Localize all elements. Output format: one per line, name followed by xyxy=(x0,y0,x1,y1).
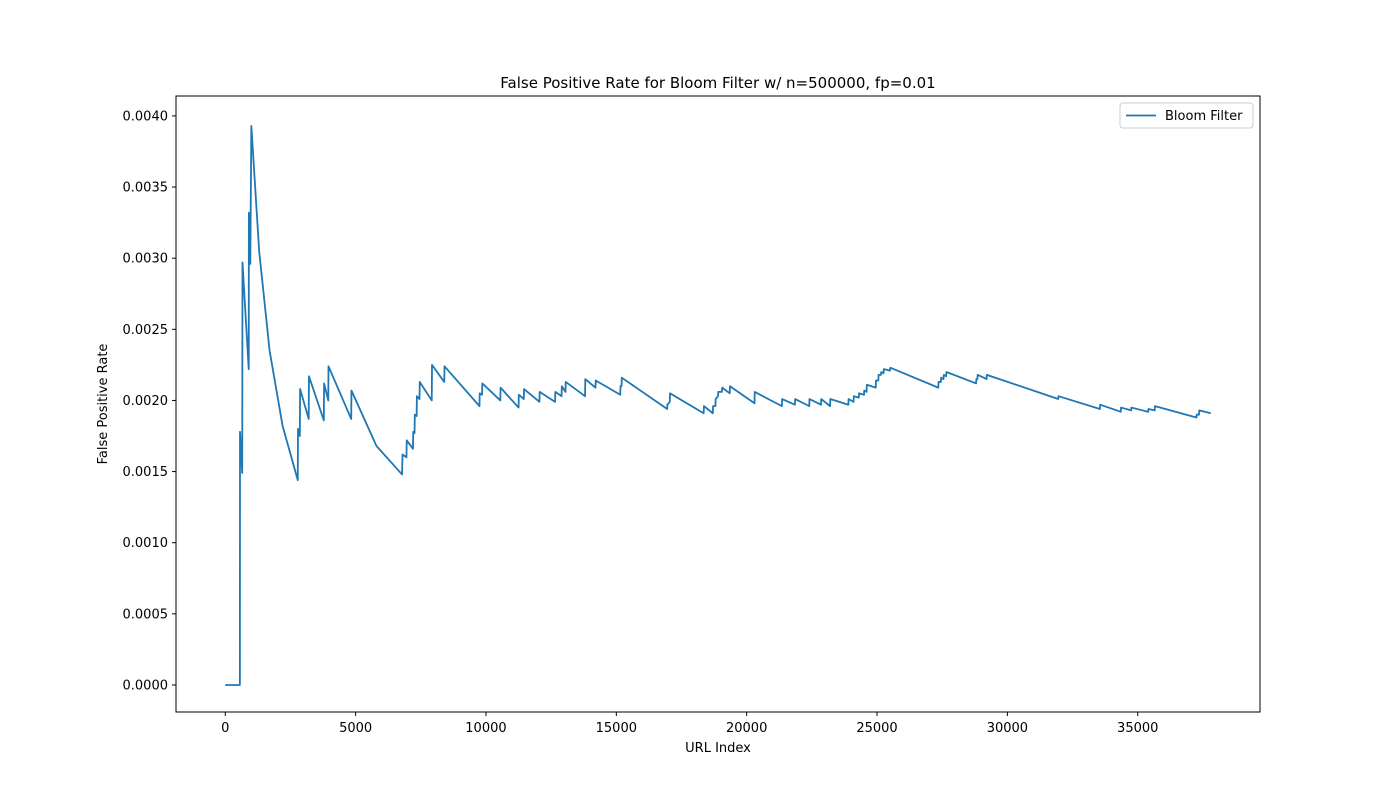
chart-title: False Positive Rate for Bloom Filter w/ … xyxy=(500,74,935,92)
legend: Bloom Filter xyxy=(1120,103,1253,128)
y-tick-label: 0.0000 xyxy=(123,678,169,693)
x-tick-label: 35000 xyxy=(1117,721,1158,736)
x-tick-label: 25000 xyxy=(856,721,897,736)
legend-label-bloom-filter: Bloom Filter xyxy=(1165,109,1243,124)
x-tick-label: 0 xyxy=(221,721,229,736)
x-tick-label: 20000 xyxy=(726,721,767,736)
x-tick-label: 5000 xyxy=(339,721,372,736)
y-tick-label: 0.0015 xyxy=(123,465,169,480)
y-tick-label: 0.0025 xyxy=(123,323,169,338)
y-tick-label: 0.0035 xyxy=(123,181,169,196)
x-axis-label: URL Index xyxy=(685,741,751,756)
y-tick-label: 0.0030 xyxy=(123,252,169,267)
plot-area-background xyxy=(176,96,1260,712)
y-tick-label: 0.0040 xyxy=(123,109,169,124)
y-tick-label: 0.0020 xyxy=(123,394,169,409)
y-tick-label: 0.0010 xyxy=(123,536,169,551)
x-tick-label: 30000 xyxy=(987,721,1028,736)
y-axis-label: False Positive Rate xyxy=(96,344,111,465)
y-tick-label: 0.0005 xyxy=(123,607,169,622)
x-tick-label: 15000 xyxy=(596,721,637,736)
x-tick-label: 10000 xyxy=(465,721,506,736)
